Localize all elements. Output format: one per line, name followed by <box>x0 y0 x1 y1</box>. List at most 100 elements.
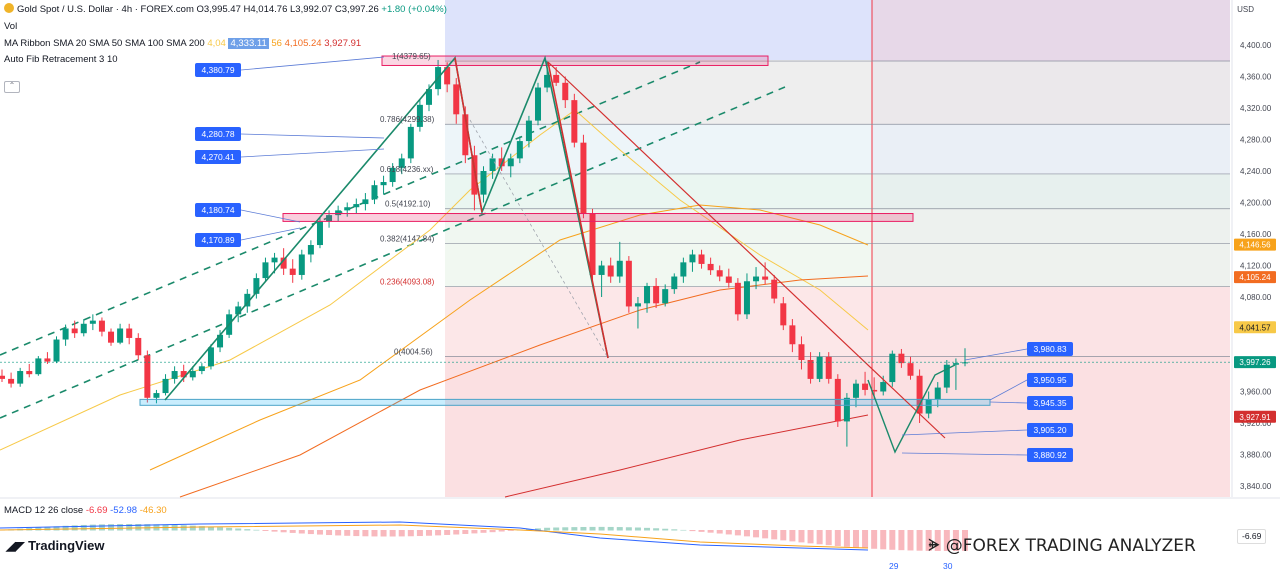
projection-dashed <box>469 119 609 359</box>
candle-body-28 <box>253 278 260 294</box>
macd-signal-line <box>0 524 869 549</box>
ma-ribbon-indicator[interactable]: MA Ribbon SMA 20 SMA 50 SMA 100 SMA 200 … <box>4 38 361 49</box>
candle-body-94 <box>852 383 859 398</box>
fib-zone-4 <box>445 243 1230 287</box>
y-tick-2: 4,320.00 <box>1240 104 1272 113</box>
candle-body-27 <box>244 293 251 307</box>
right-level-badge-3 <box>1027 423 1073 437</box>
candle-body-38 <box>344 207 351 211</box>
macd-hist-38 <box>344 530 351 536</box>
candle-body-89 <box>807 360 814 379</box>
candle-body-63 <box>571 100 578 143</box>
level-badge-3 <box>195 203 241 217</box>
candle-body-17 <box>153 393 160 398</box>
symbol-header[interactable]: Gold Spot / U.S. Dollar · 4h · FOREX.com… <box>4 3 447 15</box>
tradingview-brand: TradingView <box>28 538 105 553</box>
candle-body-73 <box>662 289 669 304</box>
sma-200-line <box>504 414 869 498</box>
macd-hist-96 <box>871 530 878 549</box>
level-badge-2 <box>195 150 241 164</box>
gold-icon <box>4 3 14 13</box>
right-level-badge-text-0: 3,980.83 <box>1033 344 1066 354</box>
fib-label-2: 0.618(4236.xx) <box>380 165 434 174</box>
candle-body-80 <box>725 276 732 283</box>
candle-body-65 <box>589 213 596 275</box>
candle-body-62 <box>562 82 569 101</box>
candle-body-52 <box>471 155 478 195</box>
macd-hist-103 <box>934 530 941 551</box>
macd-hist-5 <box>44 526 51 531</box>
macd-hist-77 <box>698 530 705 532</box>
fib-label-1: 0.786(4299.38) <box>380 115 435 124</box>
candle-body-102 <box>925 399 932 414</box>
mid-zone-box <box>282 213 914 222</box>
candle-body-40 <box>362 199 369 205</box>
vol-indicator[interactable]: Vol <box>4 21 18 32</box>
price-badge-3 <box>1234 356 1276 369</box>
candle-body-101 <box>916 375 923 414</box>
fib-label-5: 0.236(4093.08) <box>380 278 435 287</box>
candle-body-5 <box>44 358 51 362</box>
macd-hist-12 <box>108 524 115 531</box>
candle-body-59 <box>535 87 542 121</box>
sma-50-line <box>149 204 869 471</box>
macd-hist-value: -6.69 <box>85 505 108 516</box>
price-badge-text-0: 4,146.56 <box>1239 241 1271 250</box>
candle-body-71 <box>644 285 651 304</box>
candle-body-97 <box>880 382 887 392</box>
macd-hist-66 <box>598 526 605 531</box>
candle-body-53 <box>480 171 487 195</box>
y-tick-0: 4,400.00 <box>1240 41 1272 50</box>
collapse-indicators-button[interactable]: ⌃ <box>4 81 20 93</box>
right-level-badge-0 <box>1027 342 1073 356</box>
candle-body-57 <box>516 141 523 159</box>
candle-body-75 <box>680 262 687 277</box>
candle-body-84 <box>762 276 769 280</box>
macd-hist-35 <box>316 530 323 535</box>
ma-value-100: 4,105.24 <box>284 38 322 49</box>
y-tick-5: 4,200.00 <box>1240 199 1272 208</box>
macd-hist-50 <box>453 530 460 535</box>
candle-body-82 <box>743 281 750 315</box>
candle-body-16 <box>144 355 151 398</box>
y-tick-13: 3,880.00 <box>1240 451 1272 460</box>
level-badge-4 <box>195 233 241 247</box>
macd-hist-100 <box>907 530 914 551</box>
macd-hist-106 <box>962 530 968 551</box>
macd-indicator[interactable]: MACD 12 26 close -6.69 -52.98 -46.30 <box>4 505 167 516</box>
macd-hist-36 <box>326 530 333 536</box>
badge-connector-2 <box>240 148 385 158</box>
macd-hist-84 <box>762 530 769 539</box>
macd-hist-49 <box>444 530 451 535</box>
macd-hist-34 <box>307 530 314 535</box>
macd-hist-82 <box>743 530 750 537</box>
macd-hist-91 <box>825 530 832 546</box>
macd-hist-61 <box>553 527 560 531</box>
macd-hist-102 <box>925 530 932 551</box>
macd-hist-45 <box>407 530 414 537</box>
candle-body-95 <box>862 383 869 390</box>
candle-body-26 <box>235 306 242 315</box>
candle-body-50 <box>453 84 460 115</box>
macd-hist-81 <box>734 530 741 536</box>
fib-zone-2 <box>445 173 1230 209</box>
candle-body-15 <box>135 337 142 356</box>
candle-body-58 <box>525 120 532 142</box>
macd-hist-68 <box>616 527 623 531</box>
candle-body-90 <box>816 356 823 379</box>
candle-body-41 <box>371 185 378 200</box>
price-badge-0 <box>1234 238 1276 251</box>
candle-body-103 <box>934 387 941 400</box>
candle-body-54 <box>489 158 496 171</box>
candle-body-13 <box>117 328 124 343</box>
fib-indicator[interactable]: Auto Fib Retracement 3 10 <box>4 54 118 65</box>
macd-hist-6 <box>53 526 60 531</box>
ohlc-low: L3,992.07 <box>290 4 333 15</box>
macd-hist-23 <box>207 526 214 531</box>
macd-hist-58 <box>525 529 532 531</box>
y-tick-3: 4,280.00 <box>1240 136 1272 145</box>
y-tick-4: 4,240.00 <box>1240 167 1272 176</box>
candle-body-36 <box>326 215 333 222</box>
level-badge-text-3: 4,180.74 <box>201 205 234 215</box>
